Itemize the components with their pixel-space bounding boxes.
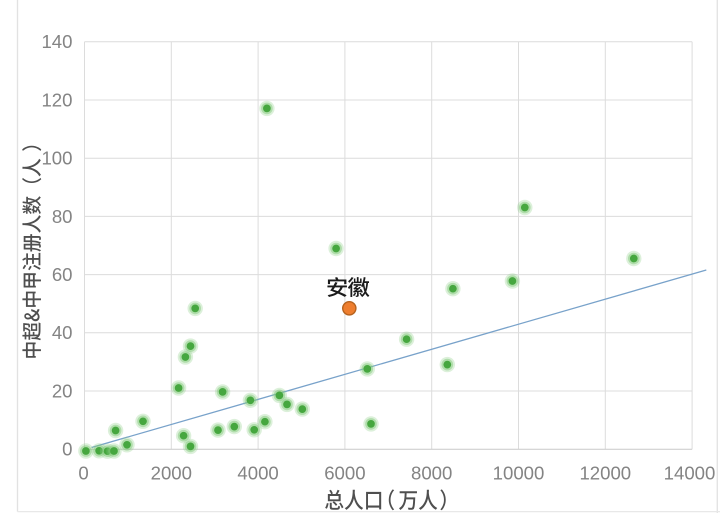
svg-text:80: 80 [52, 206, 73, 227]
svg-text:8000: 8000 [411, 463, 452, 484]
svg-text:12000: 12000 [579, 463, 631, 484]
svg-text:100: 100 [41, 148, 72, 169]
svg-text:0: 0 [62, 439, 72, 460]
svg-text:14000: 14000 [664, 463, 716, 484]
svg-text:10000: 10000 [493, 463, 545, 484]
svg-text:6000: 6000 [324, 463, 365, 484]
svg-text:20: 20 [52, 380, 73, 401]
svg-text:60: 60 [52, 264, 73, 285]
svg-text:120: 120 [41, 89, 72, 110]
svg-text:0: 0 [78, 463, 88, 484]
svg-text:2000: 2000 [151, 463, 192, 484]
svg-text:140: 140 [41, 31, 72, 52]
svg-text:4000: 4000 [237, 463, 278, 484]
svg-text:40: 40 [52, 322, 73, 343]
